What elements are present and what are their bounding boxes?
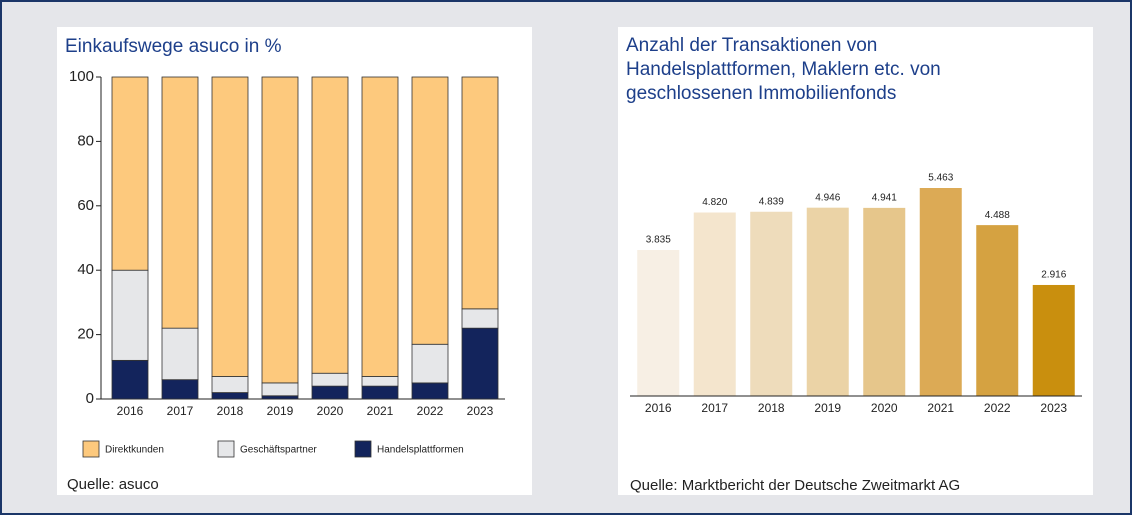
bar-segment	[261, 382, 299, 397]
x-tick-label: 2016	[117, 404, 144, 418]
bar-segment	[211, 376, 249, 393]
x-tick-label: 2017	[167, 404, 194, 418]
bar-segment	[361, 385, 399, 400]
y-tick-label: 0	[86, 390, 94, 407]
value-label: 4.941	[872, 193, 897, 204]
value-label: 3.835	[646, 235, 671, 246]
bar-segment	[111, 359, 149, 400]
x-tick-label: 2022	[984, 401, 1011, 415]
source: Quelle: Marktbericht der Deutsche Zweitm…	[630, 477, 960, 494]
x-tick-label: 2018	[217, 404, 244, 418]
bar-segment	[211, 392, 249, 400]
x-tick-label: 2016	[645, 401, 672, 415]
bar-segment	[211, 76, 249, 377]
x-tick-label: 2023	[1040, 401, 1067, 415]
chart-title: Anzahl der Transaktionen von	[626, 35, 877, 56]
value-label: 5.463	[928, 173, 953, 184]
bar-segment	[461, 76, 499, 310]
bar-segment	[161, 76, 199, 329]
bar-segment	[261, 395, 299, 400]
bar	[919, 188, 962, 396]
value-label: 4.488	[985, 210, 1010, 221]
bar-segment	[361, 76, 399, 377]
bar-segment	[311, 76, 349, 374]
x-tick-label: 2023	[467, 404, 494, 418]
chart-title: geschlossenen Immobilienfonds	[626, 83, 896, 104]
y-tick-label: 100	[69, 68, 94, 85]
bar	[1032, 284, 1075, 396]
bar	[637, 249, 680, 396]
bar-segment	[261, 76, 299, 384]
bar-segment	[411, 343, 449, 384]
x-tick-label: 2018	[758, 401, 785, 415]
x-tick-label: 2020	[317, 404, 344, 418]
chart-title: Einkaufswege asuco in %	[65, 36, 282, 57]
bar-segment	[111, 76, 149, 271]
chart-title: Handelsplattformen, Maklern etc. von	[626, 59, 941, 80]
value-label: 2.916	[1041, 270, 1066, 281]
legend-label: Geschäftspartner	[240, 445, 317, 456]
x-tick-label: 2022	[417, 404, 444, 418]
y-tick-label: 20	[77, 326, 94, 343]
y-tick-label: 60	[77, 197, 94, 214]
y-tick-label: 80	[77, 132, 94, 149]
x-tick-label: 2019	[267, 404, 294, 418]
x-tick-label: 2021	[927, 401, 954, 415]
legend-swatch	[354, 440, 372, 458]
y-tick-label: 40	[77, 261, 94, 278]
bar-segment	[111, 269, 149, 361]
value-label: 4.839	[759, 196, 784, 207]
bar	[806, 207, 849, 396]
bar	[976, 225, 1019, 396]
value-label: 4.820	[702, 197, 727, 208]
bar-segment	[161, 379, 199, 400]
legend-swatch	[217, 440, 235, 458]
legend-label: Handelsplattformen	[377, 445, 464, 456]
bar-segment	[161, 327, 199, 381]
bar-segment	[311, 372, 349, 387]
x-tick-label: 2017	[701, 401, 728, 415]
x-tick-label: 2019	[814, 401, 841, 415]
legend-label: Direktkunden	[105, 445, 164, 456]
source: Quelle: asuco	[67, 476, 159, 493]
bar-segment	[411, 76, 449, 345]
value-label: 4.946	[815, 192, 840, 203]
bar-segment	[461, 308, 499, 329]
bar	[863, 207, 906, 396]
x-tick-label: 2021	[367, 404, 394, 418]
x-tick-label: 2020	[871, 401, 898, 415]
bar	[693, 212, 736, 396]
bar	[750, 211, 793, 396]
legend-swatch	[82, 440, 100, 458]
bar-segment	[361, 376, 399, 387]
bar-segment	[461, 327, 499, 400]
bar-segment	[311, 385, 349, 400]
bar-segment	[411, 382, 449, 400]
